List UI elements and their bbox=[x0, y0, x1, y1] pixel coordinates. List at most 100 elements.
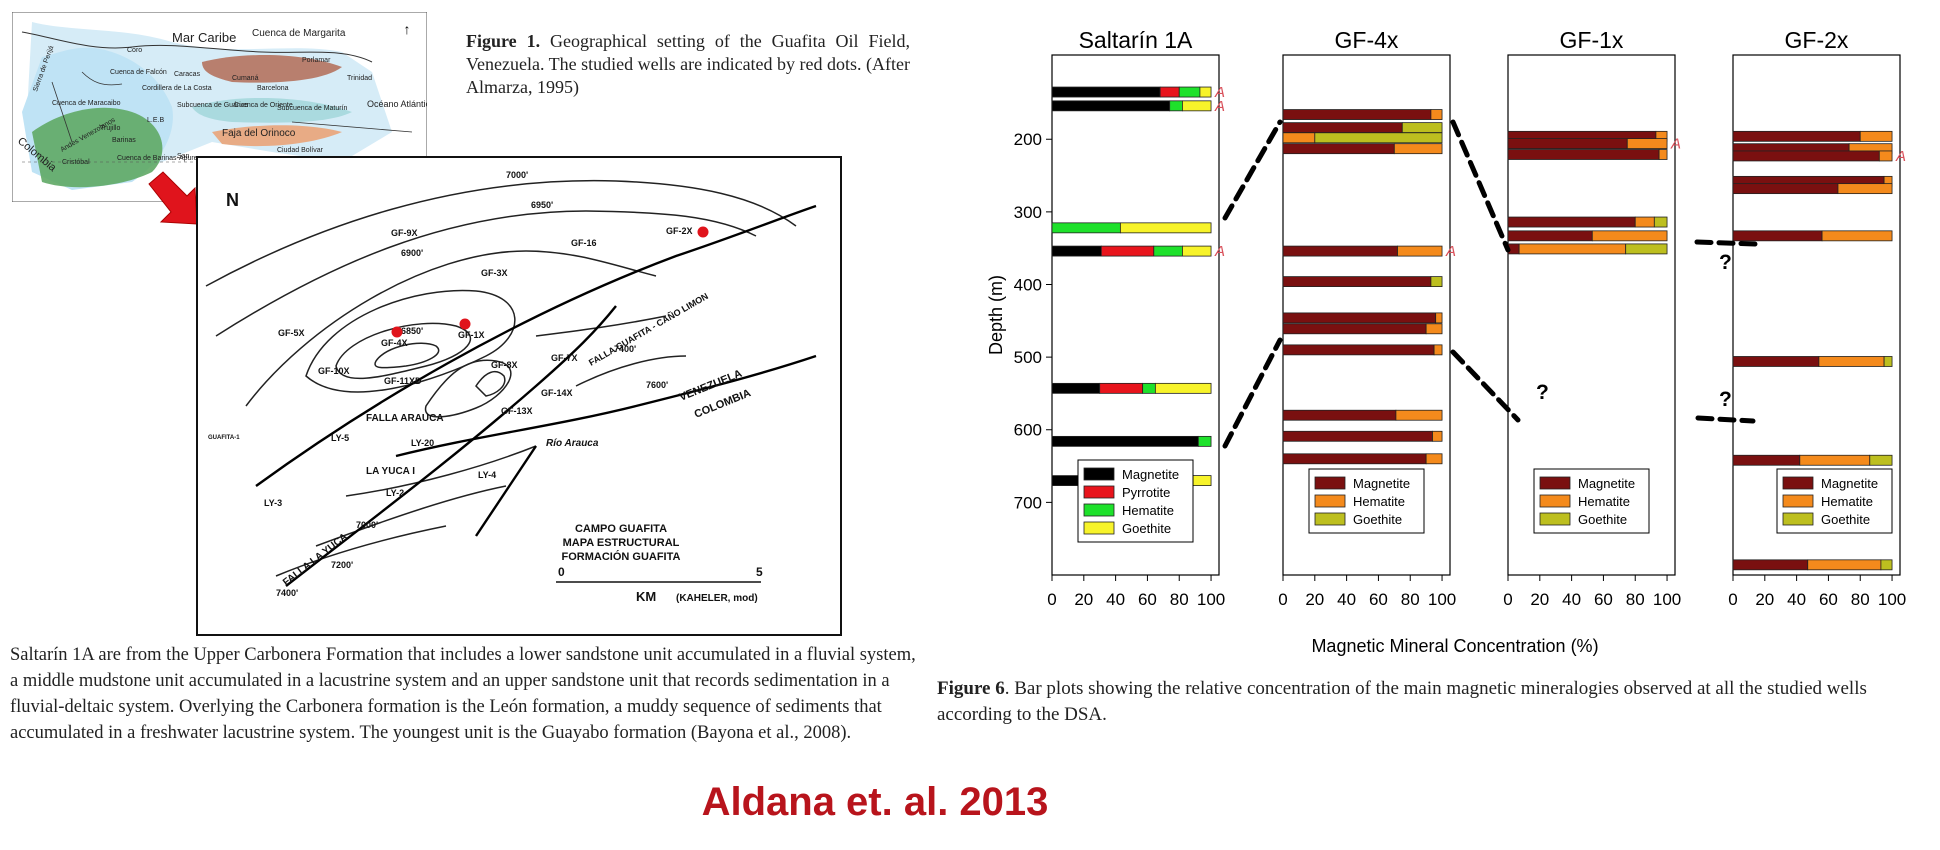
bar-segment bbox=[1159, 86, 1180, 98]
figure1-label: Figure 1. bbox=[466, 31, 541, 51]
bar-segment bbox=[1100, 245, 1155, 257]
inset-label: Océano Atlántico bbox=[367, 99, 427, 109]
inset-label: Barinas bbox=[112, 137, 136, 144]
bar-segment bbox=[1732, 559, 1809, 571]
inset-label: Cordillera de La Costa bbox=[142, 85, 212, 92]
x-tick-label: 40 bbox=[1562, 590, 1581, 609]
y-tick-label: 600 bbox=[1014, 421, 1042, 440]
bar-segment bbox=[1051, 245, 1102, 257]
plot-frame bbox=[1051, 54, 1220, 576]
figure1-caption-text: Geographical setting of the Guafita Oil … bbox=[466, 31, 911, 97]
bar-segment bbox=[1507, 230, 1593, 242]
well-label: GF-13X bbox=[501, 406, 533, 416]
contour-label: 6900' bbox=[401, 248, 423, 258]
figure6-caption: Figure 6. Bar plots showing the relative… bbox=[937, 676, 1927, 728]
fault-label: Río Arauca bbox=[546, 438, 599, 449]
legend-label: Goethite bbox=[1578, 512, 1627, 527]
north-arrow-icon: ↑ bbox=[404, 21, 411, 37]
inset-label: Mar Caribe bbox=[172, 30, 236, 45]
well-label: GF-10X bbox=[318, 366, 350, 376]
bar-segment bbox=[1282, 122, 1403, 134]
well-label: GF-2X bbox=[666, 226, 693, 236]
legend-swatch bbox=[1782, 494, 1814, 508]
contour-label: 7200' bbox=[331, 560, 353, 570]
bar-mark-label: A bbox=[1895, 148, 1906, 165]
well-label: GF-8X bbox=[491, 360, 518, 370]
bar-segment bbox=[1178, 86, 1201, 98]
bar-segment bbox=[1883, 356, 1893, 367]
well-label: LY-4 bbox=[478, 470, 496, 480]
legend-label: Goethite bbox=[1821, 512, 1870, 527]
bar-segment bbox=[1626, 138, 1668, 150]
plot-frame bbox=[1732, 54, 1901, 576]
figure6-caption-text: . Bar plots showing the relative concent… bbox=[937, 678, 1867, 725]
inset-label: Ciudad Bolívar bbox=[277, 147, 324, 154]
bar-segment bbox=[1821, 230, 1893, 242]
inset-label: Subcuenca de Guárico bbox=[177, 102, 248, 109]
correlation-line bbox=[1222, 119, 1283, 221]
bar-segment bbox=[1282, 430, 1433, 442]
bar-segment bbox=[1625, 243, 1668, 255]
bar-segment bbox=[1282, 312, 1437, 324]
well-label: GF-4X bbox=[381, 338, 408, 348]
legend-swatch bbox=[1539, 476, 1571, 490]
contour-label: 7000' bbox=[506, 170, 528, 180]
bar-segment bbox=[1051, 435, 1199, 447]
contour-label: 6850' bbox=[401, 326, 423, 336]
bar-segment bbox=[1395, 409, 1443, 421]
well-label: LY-20 bbox=[411, 438, 434, 448]
inset-label: Trujillo bbox=[100, 125, 120, 132]
well-label: LY-3 bbox=[264, 498, 282, 508]
x-tick-label: 80 bbox=[1170, 590, 1189, 609]
inset-label: Cuenca de Maracaibo bbox=[52, 100, 121, 107]
well-label: LY-2 bbox=[386, 488, 404, 498]
bar-segment bbox=[1878, 150, 1893, 162]
inset-label: Cumaná bbox=[232, 75, 259, 82]
inset-label: Trinidad bbox=[347, 75, 372, 82]
bar-segment bbox=[1818, 356, 1885, 367]
bar-segment bbox=[1282, 245, 1398, 257]
inset-label: Cuenca de Falcón bbox=[110, 69, 167, 76]
uncertainty-mark: ? bbox=[1719, 251, 1732, 274]
legend-swatch bbox=[1314, 512, 1346, 526]
bar-segment bbox=[1591, 230, 1668, 242]
y-tick-label: 300 bbox=[1014, 203, 1042, 222]
legend-label: Hematite bbox=[1578, 494, 1630, 509]
bar-segment bbox=[1433, 344, 1443, 356]
well-marker-dot bbox=[697, 226, 709, 238]
scale-end: 5 bbox=[756, 565, 763, 579]
bar-segment bbox=[1430, 276, 1443, 287]
well-marker-dot bbox=[459, 318, 471, 330]
legend-label: Magnetite bbox=[1122, 467, 1179, 482]
uncertainty-mark: ? bbox=[1536, 381, 1549, 404]
legend-label: Hematite bbox=[1353, 494, 1405, 509]
y-axis-label: Depth (m) bbox=[986, 275, 1006, 355]
contour-label: 7600' bbox=[646, 380, 668, 390]
bar-segment bbox=[1199, 86, 1212, 98]
bar-segment bbox=[1732, 130, 1861, 142]
x-tick-label: 20 bbox=[1755, 590, 1774, 609]
bar-mark-label: A bbox=[1214, 84, 1225, 101]
x-tick-label: 20 bbox=[1305, 590, 1324, 609]
map-title-line: FORMACIÓN GUAFITA bbox=[562, 550, 681, 563]
inset-label: Barcelona bbox=[257, 85, 289, 92]
bar-segment bbox=[1880, 559, 1893, 571]
bar-segment bbox=[1182, 100, 1212, 112]
x-tick-label: 0 bbox=[1503, 590, 1512, 609]
bar-segment bbox=[1653, 216, 1668, 228]
bar-segment bbox=[1282, 109, 1432, 120]
well-title: GF-2x bbox=[1785, 27, 1849, 53]
inset-label: Cuenca de Margarita bbox=[252, 28, 346, 39]
x-tick-label: 60 bbox=[1819, 590, 1838, 609]
legend-swatch bbox=[1083, 521, 1115, 535]
figure6-label: Figure 6 bbox=[937, 678, 1005, 699]
well-label: GF-9X bbox=[391, 228, 418, 238]
legend-swatch bbox=[1782, 476, 1814, 490]
legend-swatch bbox=[1083, 485, 1115, 499]
uncertainty-mark: ? bbox=[1719, 388, 1732, 411]
bar-segment bbox=[1154, 382, 1212, 394]
correlation-line bbox=[1695, 415, 1756, 424]
well-label: GF-5X bbox=[278, 328, 305, 338]
bar-segment bbox=[1732, 150, 1880, 162]
x-tick-label: 80 bbox=[1401, 590, 1420, 609]
